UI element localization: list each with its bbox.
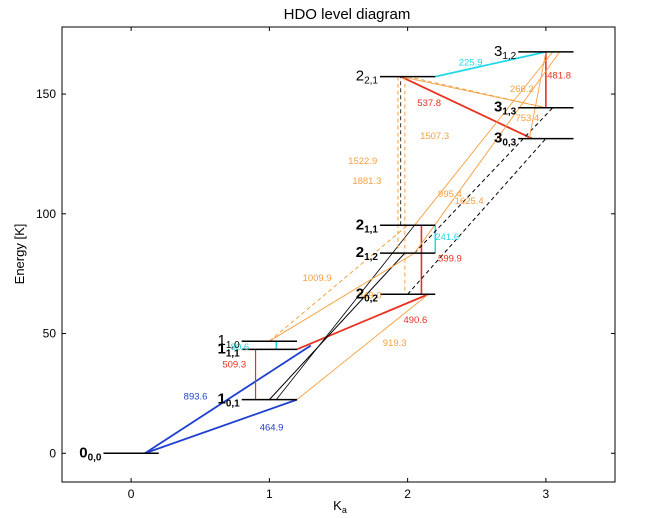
x-axis-label: Ka — [333, 498, 347, 515]
transition-label: 241.6 — [435, 232, 459, 243]
energy-levels — [103, 51, 574, 455]
y-tick-label: 0 — [49, 446, 56, 460]
transition-line — [407, 138, 547, 295]
y-axis-label: Energy [K] — [12, 224, 27, 285]
axis-ticks: 0 1 2 3 0 50 100 150 — [36, 27, 615, 501]
transition-label: 266.2 — [510, 84, 534, 95]
transition-line — [414, 51, 561, 254]
level-label-0_00: 00,0 — [79, 444, 102, 463]
x-axis-label-sub: a — [342, 505, 347, 515]
transition-line — [269, 252, 406, 400]
transition-line — [144, 344, 312, 455]
x-tick-label: 0 — [128, 487, 135, 501]
transition-line — [528, 51, 547, 139]
transition-label: 753.4 — [515, 113, 539, 124]
transition-line — [275, 225, 415, 400]
transition-line — [414, 51, 554, 226]
level-label-2_11: 21,1 — [356, 216, 379, 235]
transition-label: 490.6 — [403, 315, 427, 326]
transition-line — [296, 293, 429, 400]
transition-label: 995.4 — [438, 189, 462, 200]
level-label-2_21: 22,1 — [356, 68, 379, 87]
transition-label: 537.8 — [417, 98, 441, 109]
transition-line — [407, 76, 546, 109]
level-label-3_03: 30,3 — [494, 130, 517, 149]
transition-label: 1522.9 — [348, 156, 377, 167]
x-tick-label: 3 — [543, 487, 550, 501]
level-label-2_02: 20,2 — [356, 285, 379, 304]
transition-line — [269, 252, 415, 342]
transition-line — [144, 398, 298, 455]
transition-line — [414, 107, 554, 254]
transition-label: 599.9 — [438, 254, 462, 265]
chart-title: HDO level diagram — [284, 6, 411, 23]
transition-line — [435, 51, 547, 78]
transition-line — [296, 293, 429, 351]
level-labels: 00,0 10,1 11,111,0 20,2 21,2 21,1 22,1 30,3 31,3… — [79, 43, 516, 463]
transition-label: 509.3 — [222, 360, 246, 371]
transition-labels: 893.6 464.9 509.3 80.6 490.6 241.6 599.9 225.9 4… — [184, 57, 571, 433]
transition-label: 225.9 — [459, 57, 483, 68]
plot-frame — [61, 26, 616, 483]
y-tick-label: 50 — [43, 327, 57, 341]
transition-label: 1507.3 — [420, 131, 449, 142]
transition-line — [400, 76, 546, 109]
transition-label: 80.6 — [231, 342, 250, 353]
transitions — [144, 51, 561, 455]
x-tick-label: 2 — [404, 487, 411, 501]
transition-label: 919.3 — [383, 338, 407, 349]
level-label-3_12: 31,2 — [494, 43, 517, 62]
transition-label: 849.0 — [358, 291, 382, 302]
level-label-2_12: 21,2 — [356, 244, 379, 263]
transition-label: 1625.4 — [455, 196, 484, 207]
transition-label: 1009.9 — [303, 273, 332, 284]
y-tick-label: 150 — [36, 87, 56, 101]
x-axis-label-main: K — [333, 498, 342, 513]
x-tick-label: 1 — [266, 487, 273, 501]
y-tick-label: 100 — [36, 207, 56, 221]
transition-label: 893.6 — [184, 391, 208, 402]
transition-line — [269, 224, 408, 342]
transition-label: 464.9 — [260, 422, 284, 433]
level-label-1_10: 11,0 — [217, 332, 240, 351]
level-label-3_13: 31,3 — [494, 99, 517, 118]
level-label-1_01: 10,1 — [217, 391, 240, 410]
transition-line — [400, 75, 533, 140]
transition-label: 481.8 — [547, 70, 571, 81]
transition-label: 1881.3 — [352, 176, 381, 187]
level-label-1_11: 11,1 — [217, 340, 240, 359]
